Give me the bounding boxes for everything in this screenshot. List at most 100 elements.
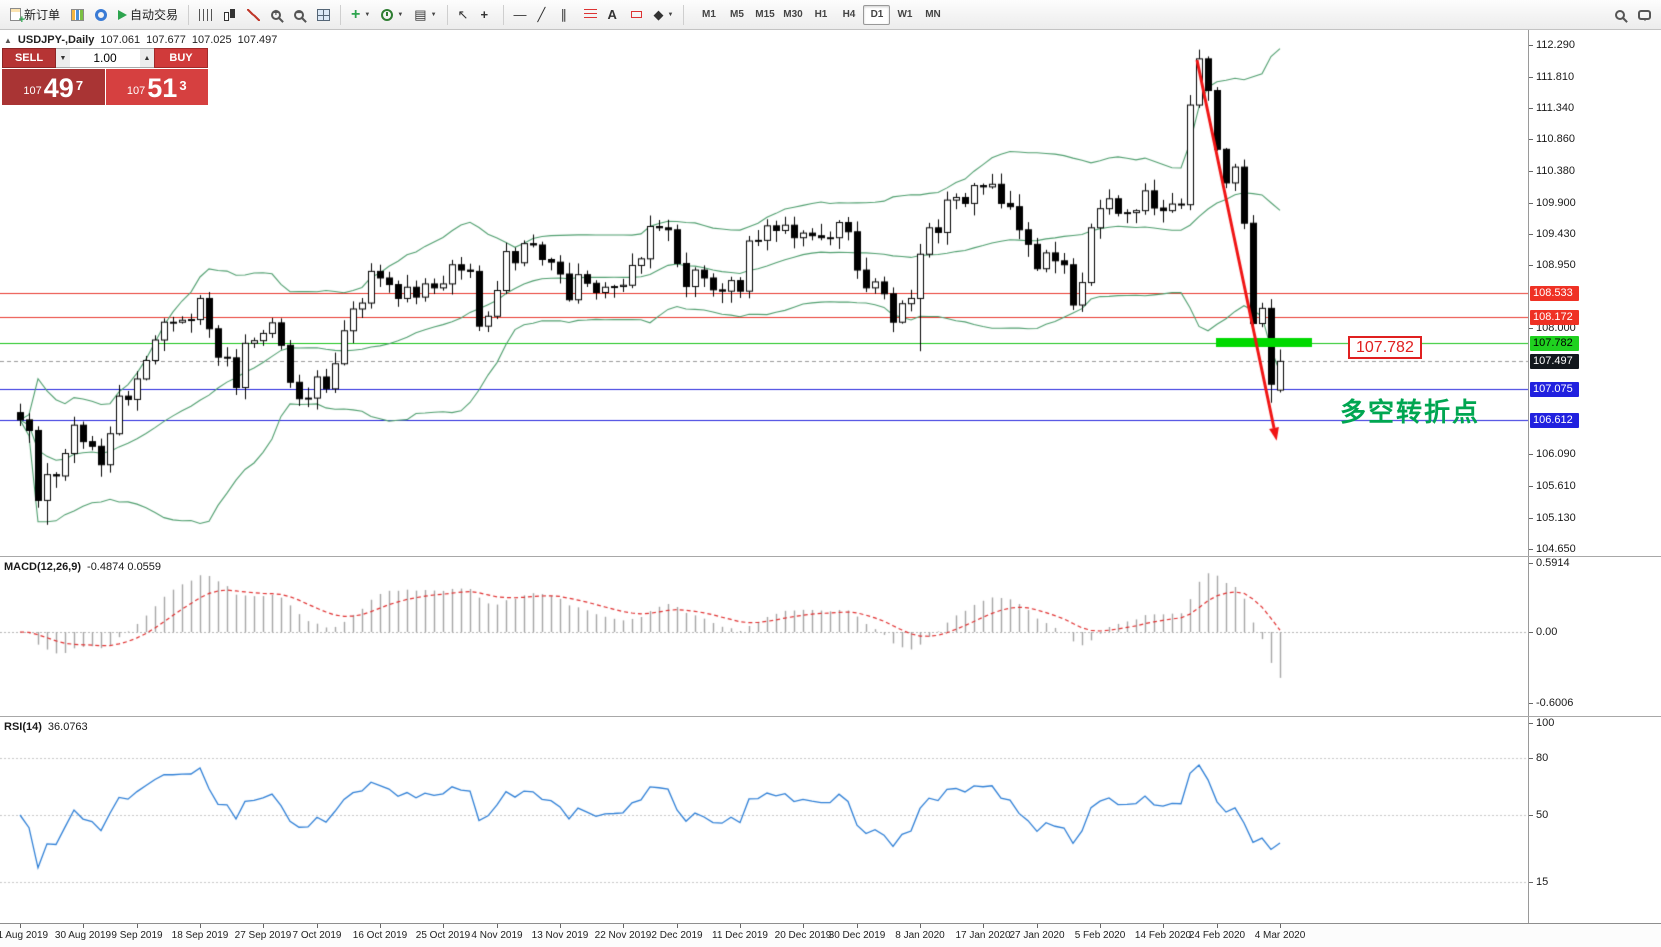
zoom-in-button[interactable] <box>266 3 288 27</box>
toolbar: 新订单 自动交易 +▼ ▼ ▤▼ ↖ + — ╱ ∥ A ◆▼ M1M5M15M… <box>0 0 1661 30</box>
date-tick-mark <box>983 924 984 928</box>
new-order-icon <box>10 8 25 26</box>
timeframe-button-m15[interactable]: M15 <box>751 5 778 25</box>
volume-increase-button[interactable]: ▲ <box>140 49 154 67</box>
toolbar-separator <box>188 4 190 25</box>
text-button[interactable]: A <box>603 3 625 27</box>
fibonacci-button[interactable] <box>579 3 602 27</box>
price-tick-label: 110.380 <box>1529 165 1575 178</box>
rsi-axis[interactable]: 100 80 50 15 <box>1528 717 1661 923</box>
chat-button[interactable] <box>1633 3 1656 27</box>
rsi-panel: RSI(14) 36.0763 100 80 50 15 <box>0 717 1661 924</box>
macd-canvas[interactable] <box>0 557 1528 716</box>
bar-chart-button[interactable] <box>194 3 217 27</box>
trendline-button[interactable]: ╱ <box>533 3 555 27</box>
timeframe-button-d1[interactable]: D1 <box>863 4 891 25</box>
ohlc-high: 107.677 <box>146 34 186 46</box>
turning-point-annotation[interactable]: 多空转折点 <box>1340 397 1481 427</box>
ohlc-close: 107.497 <box>237 34 278 46</box>
volume-input[interactable] <box>70 49 140 67</box>
macd-panel: MACD(12,26,9) -0.4874 0.0559 0.5914 0.00 -… <box>0 557 1661 717</box>
rsi-value: 36.0763 <box>47 721 88 733</box>
date-tick-mark <box>1217 924 1218 928</box>
horizontal-line-icon: — <box>513 7 527 22</box>
sell-price-button[interactable]: 107 49 7 <box>2 69 105 105</box>
macd-values: -0.4874 0.0559 <box>87 561 162 573</box>
buy-button[interactable]: BUY <box>154 48 208 68</box>
timeframe-button-mn[interactable]: MN <box>919 5 946 25</box>
timeframe-button-m5[interactable]: M5 <box>723 5 750 25</box>
rsi-tick-label: 100 <box>1528 717 1555 729</box>
channel-button[interactable]: ∥ <box>556 3 578 27</box>
date-label: 13 Nov 2019 <box>531 930 589 941</box>
price-tick-label: 111.810 <box>1528 70 1575 83</box>
buy-price-button[interactable]: 107 51 3 <box>105 69 208 105</box>
clock-icon <box>381 8 394 21</box>
date-label: 24 Feb 2020 <box>1188 930 1246 941</box>
date-label: 18 Sep 2019 <box>171 930 229 941</box>
rsi-title: RSI(14) 36.0763 <box>4 721 88 733</box>
rsi-name: RSI(14) <box>4 721 42 733</box>
zoom-in-icon <box>271 8 282 20</box>
volume-decrease-button[interactable]: ▼ <box>56 49 70 67</box>
crosshair-button[interactable]: + <box>476 3 498 27</box>
date-tick-mark <box>677 924 678 928</box>
date-tick-mark <box>137 924 138 928</box>
buy-price-pips: 51 <box>147 73 178 103</box>
timeframe-button-h1[interactable]: H1 <box>807 5 834 25</box>
date-label: 4 Nov 2019 <box>471 930 523 941</box>
price-level-callout[interactable]: 107.782 <box>1348 336 1422 359</box>
add-indicator-button[interactable]: + ▼ <box>346 3 375 27</box>
date-label: 14 Feb 2020 <box>1134 930 1192 941</box>
toolbar-separator <box>502 4 504 25</box>
shapes-button[interactable]: ◆ ▼ <box>649 3 679 27</box>
one-click-trading-panel: SELL ▼ ▲ BUY 107 49 7 107 51 3 <box>2 48 208 105</box>
date-tick-mark <box>1280 924 1281 928</box>
fibonacci-icon <box>583 9 597 20</box>
label-button[interactable] <box>626 3 648 27</box>
toolbar-separator <box>340 4 342 25</box>
horizontal-line-button[interactable]: — <box>509 3 532 27</box>
macd-tick-label: 0.5914 <box>1529 557 1570 569</box>
symbol-name: USDJPY-,Daily <box>17 34 95 46</box>
zoom-out-button[interactable] <box>289 3 311 27</box>
macd-tick-label: -0.6006 <box>1528 696 1574 709</box>
date-label: 9 Sep 2019 <box>111 930 163 941</box>
line-chart-button[interactable] <box>242 3 265 27</box>
date-tick-mark <box>20 924 21 928</box>
candlestick-chart-button[interactable] <box>218 3 241 27</box>
cursor-button[interactable]: ↖ <box>453 3 475 27</box>
rsi-canvas[interactable] <box>0 717 1528 923</box>
timeframe-button-m1[interactable]: M1 <box>695 5 722 25</box>
timeframe-button-m30[interactable]: M30 <box>779 5 806 25</box>
autotrading-play-icon <box>118 9 128 20</box>
buy-price-figure: 107 <box>126 85 146 97</box>
new-order-button[interactable]: 新订单 <box>5 3 65 27</box>
search-button[interactable] <box>1610 3 1632 27</box>
new-order-label: 新订单 <box>24 8 61 22</box>
date-tick-mark <box>83 924 84 928</box>
profile-button[interactable] <box>90 3 112 27</box>
template-icon: ▤ <box>414 7 427 22</box>
crosshair-icon: + <box>480 7 489 22</box>
timeframe-group: M1 M5 M15 M30 H1 H4 D1 W1 MN <box>695 4 946 25</box>
chevron-down-icon: ▼ <box>397 11 404 18</box>
timeframe-button-h4[interactable]: H4 <box>835 5 862 25</box>
sell-button[interactable]: SELL <box>2 48 56 68</box>
timeframe-button-w1[interactable]: W1 <box>891 5 918 25</box>
price-tick-label: 111.340 <box>1528 101 1575 114</box>
periods-button[interactable]: ▼ <box>376 3 408 27</box>
chart-window-button[interactable] <box>66 3 89 27</box>
main-chart-plot: ▲ USDJPY-,Daily 107.061 107.677 107.025 … <box>0 30 1528 556</box>
price-tick-label: 105.130 <box>1529 511 1576 524</box>
main-chart-canvas[interactable] <box>0 30 1528 556</box>
line-chart-icon <box>247 8 261 21</box>
tile-windows-button[interactable] <box>312 3 335 27</box>
templates-button[interactable]: ▤ ▼ <box>409 3 441 27</box>
macd-axis[interactable]: 0.5914 0.00 -0.6006 <box>1528 557 1661 716</box>
autotrading-button[interactable]: 自动交易 <box>113 3 183 27</box>
add-indicator-icon: + <box>351 5 361 23</box>
price-axis[interactable]: 112.290 111.810 111.340 110.860 110.380 109.9… <box>1528 30 1661 556</box>
ohlc-open: 107.061 <box>100 34 141 46</box>
